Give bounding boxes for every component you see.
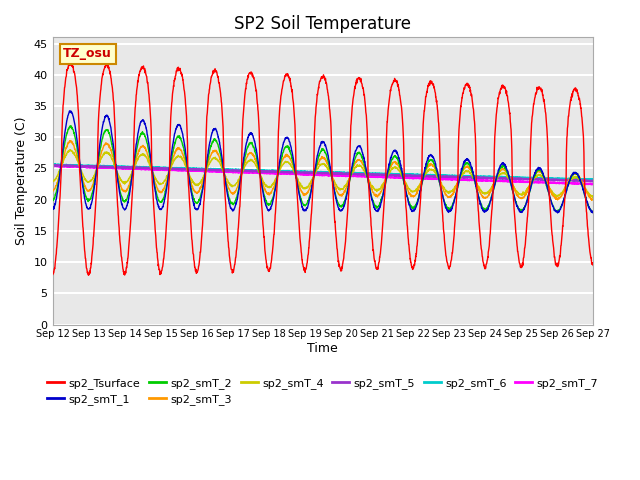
X-axis label: Time: Time xyxy=(307,342,338,355)
Text: TZ_osu: TZ_osu xyxy=(63,48,112,60)
Title: SP2 Soil Temperature: SP2 Soil Temperature xyxy=(234,15,412,33)
Legend: sp2_Tsurface, sp2_smT_1, sp2_smT_2, sp2_smT_3, sp2_smT_4, sp2_smT_5, sp2_smT_6, : sp2_Tsurface, sp2_smT_1, sp2_smT_2, sp2_… xyxy=(43,373,603,409)
Y-axis label: Soil Temperature (C): Soil Temperature (C) xyxy=(15,117,28,245)
